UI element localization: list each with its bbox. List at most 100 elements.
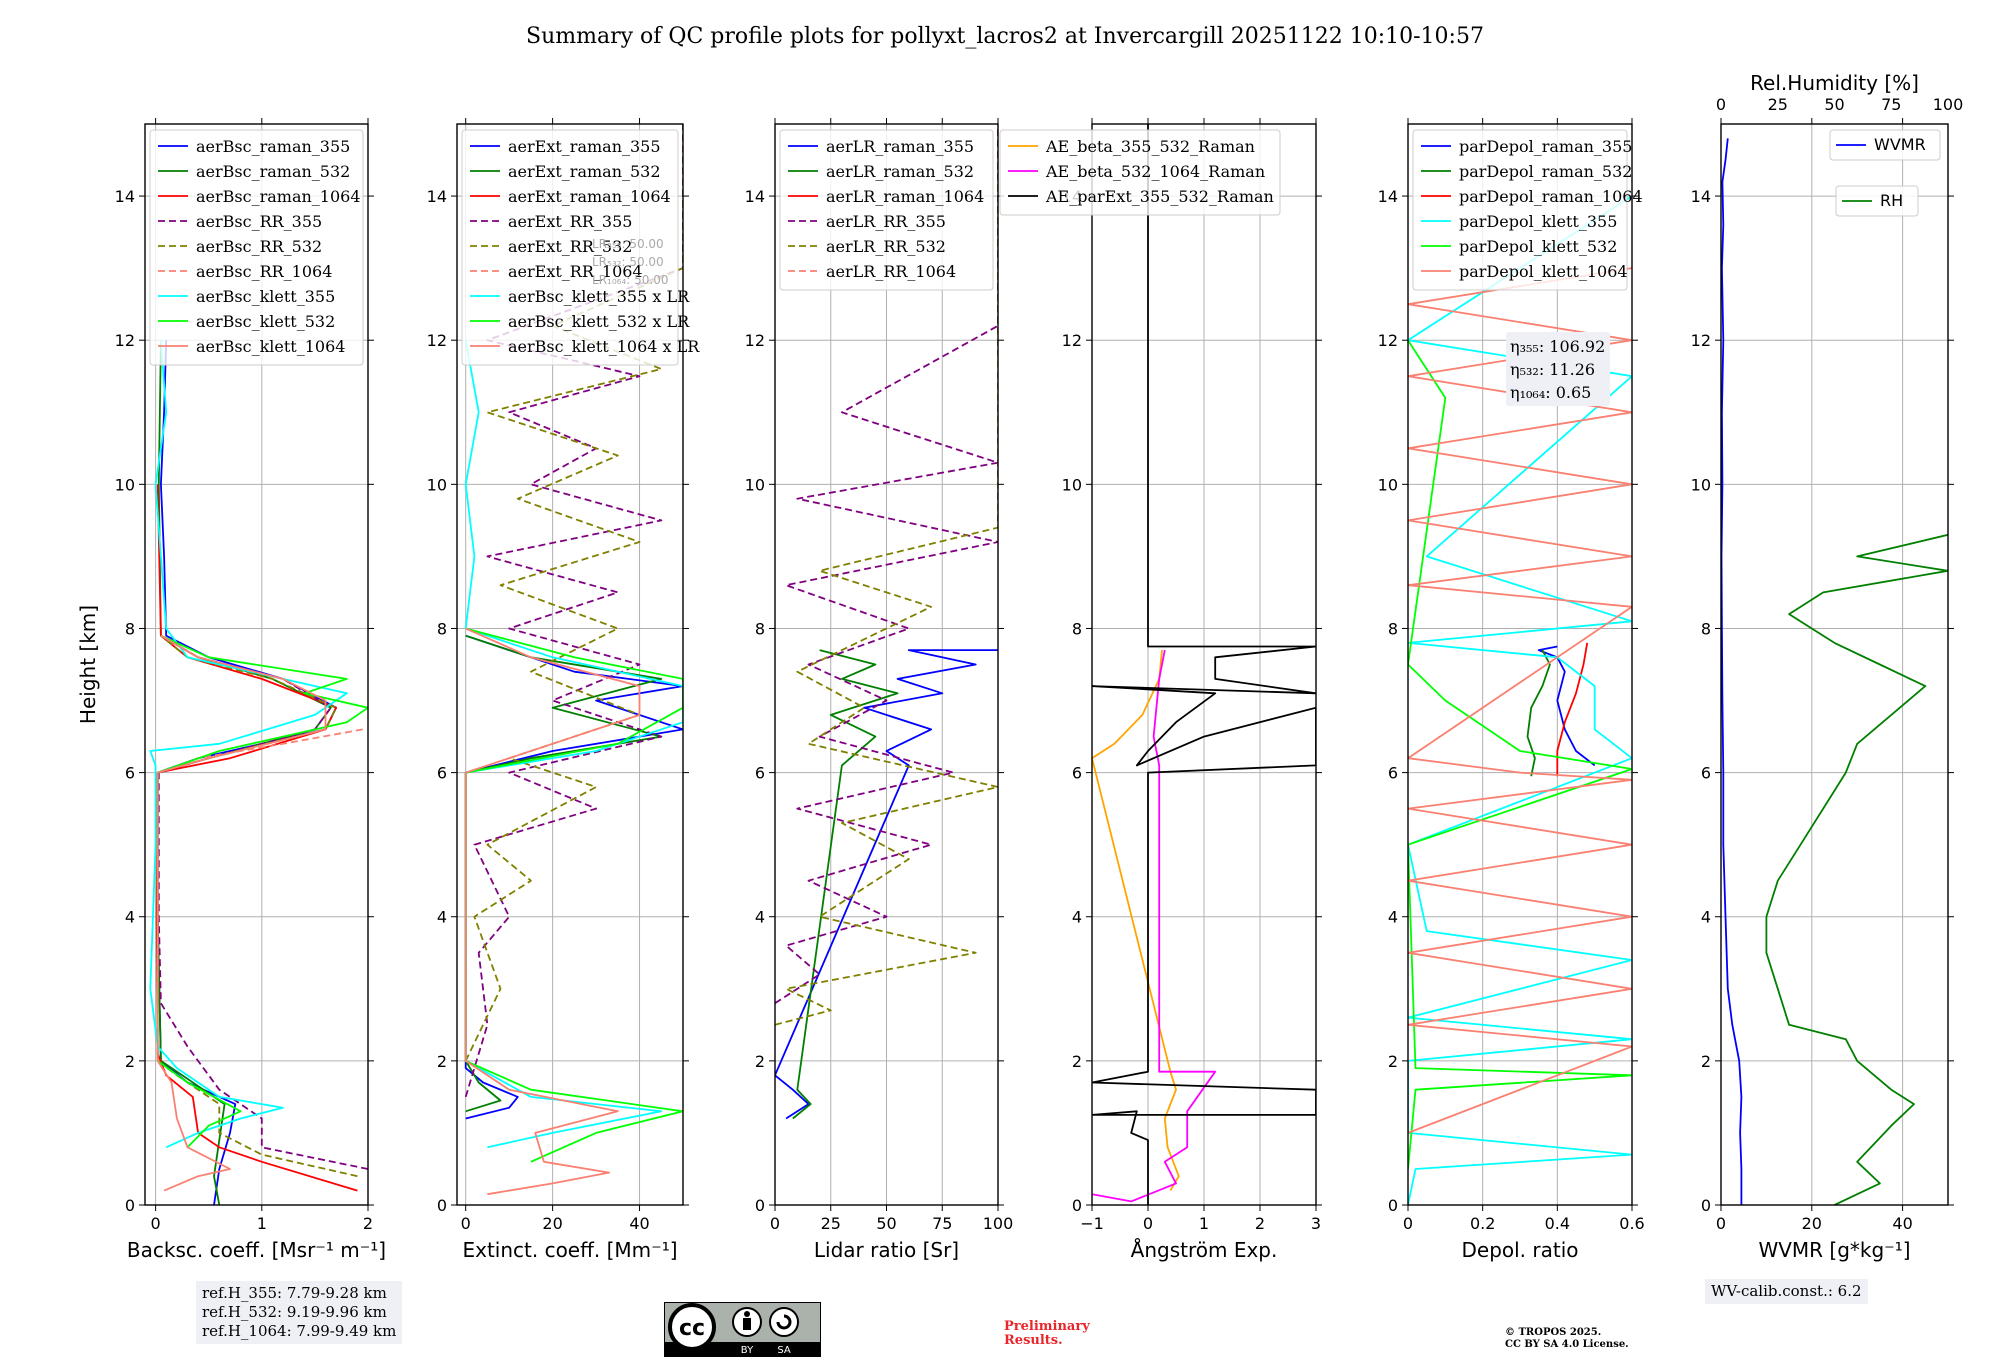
legend-entry-aerBsc_raman_532: aerBsc_raman_532 [196,162,350,181]
preliminary-line-1: Preliminary [1004,1319,1090,1334]
x-tick-label: 20 [542,1214,562,1233]
y-tick-label: 2 [1388,1052,1398,1071]
series-group [1092,124,1316,1205]
legend-box [779,129,994,291]
y-axis-label: Height [km] [76,605,100,724]
x-tick-label: 1 [257,1214,267,1233]
legend: parDepol_raman_355 parDepol_raman_532 parD… [1412,129,1643,291]
y-tick-label: 10 [1062,475,1082,494]
legend-box [1829,129,1941,161]
y-tick-label: 0 [1072,1196,1082,1215]
legend-entry-parDepol_klett_532: parDepol_klett_532 [1459,237,1617,256]
legend-entry-aerBsc_raman_1064: aerBsc_raman_1064 [196,187,361,206]
x-axis-label: Backsc. coeff. [Msr⁻¹ m⁻¹] [127,1238,386,1262]
legend-entry-parDepol_raman_1064: parDepol_raman_1064 [1459,187,1643,206]
x-tick-label: 0 [461,1214,471,1233]
y-tick-label: 6 [755,764,765,783]
efficiency-box [1506,332,1610,406]
y-tick-label: 10 [115,475,135,494]
y-tick-label: 12 [745,331,765,350]
lidar-ratio-annotation: LR₃₅₅: 50.00 [592,237,664,251]
efficiency-annotation: η₅₃₂: 11.26 [1510,360,1595,379]
legend-entry-aerExt_RR_1064: aerExt_RR_1064 [508,262,643,281]
top-x-tick-label: 75 [1881,95,1901,114]
x-tick-label: 2 [363,1214,373,1233]
series-line-aerExt_raman_355 [464,634,683,1120]
y-tick-label: 8 [1072,619,1082,638]
reference-height-box: ref.H_355: 7.79-9.28 km ref.H_532: 9.19-… [196,1281,403,1344]
axes-frame [1720,123,1949,1206]
legend-entry-aerLR_RR_355: aerLR_RR_355 [826,212,946,231]
y-tick-label: 8 [755,619,765,638]
legend-entry-AE_parExt_355_532_Raman: AE_parExt_355_532_Raman [1045,187,1274,206]
series-line-parDepol_raman_355 [1537,645,1596,767]
legend: WVMR RH [1829,129,1941,217]
axes-frame [456,123,684,1206]
y-tick-label: 14 [745,187,765,206]
legend-entry-aerLR_RR_1064: aerLR_RR_1064 [826,262,956,281]
series-line-aerBsc_klett_355 [149,340,348,1149]
figure-title: Summary of QC profile plots for pollyxt_… [526,24,1484,49]
series-line-parDepol_klett_532 [1408,339,1632,1170]
series-line-aerBsc_klett_355 x LR [464,340,683,1149]
legend-entry-parDepol_klett_355: parDepol_klett_355 [1459,212,1617,231]
series-line-aerBsc_RR_355 [157,634,368,1170]
y-tick-label: 6 [1072,764,1082,783]
y-tick-label: 12 [115,331,135,350]
series-line-WVMR [1721,138,1743,1205]
legend-entry-aerExt_RR_355: aerExt_RR_355 [508,212,632,231]
legend-entry-parDepol_raman_532: parDepol_raman_532 [1459,162,1632,181]
top-x-axis-label: Rel.Humidity [%] [1750,71,1919,95]
y-tick-label: 14 [427,187,447,206]
legend-entry-aerBsc_raman_355: aerBsc_raman_355 [196,137,350,156]
legend-entry-AE_beta_532_1064_Raman: AE_beta_532_1064_Raman [1045,162,1265,181]
legend-entry-WVMR: WVMR [1874,135,1926,154]
legend-box [1412,129,1628,291]
y-tick-label: 10 [745,475,765,494]
axes-frame [1407,123,1633,1206]
y-tick-label: 0 [125,1196,135,1215]
x-tick-label: 0 [1716,1214,1726,1233]
y-tick-label: 4 [437,908,447,927]
legend-entry-aerBsc_klett_355 x LR: aerBsc_klett_355 x LR [508,287,690,306]
y-tick-label: 8 [437,619,447,638]
series-line-aerLR_RR_532 [775,160,998,1026]
x-tick-label: 1 [1199,1214,1209,1233]
y-tick-label: 2 [1701,1052,1711,1071]
preliminary-line-2: Results. [1004,1333,1063,1348]
series-group [775,124,998,1120]
wv-calibration-box: WV-calib.const.: 6.2 [1705,1279,1868,1304]
series-line-aerBsc_RR_532 [156,635,358,1178]
copyright-line-1: © TROPOS 2025. [1505,1327,1602,1338]
legend-entry-aerBsc_RR_532: aerBsc_RR_532 [196,237,322,256]
cc-badge-sa-text: SA [777,1345,791,1356]
y-tick-label: 6 [1701,764,1711,783]
legend-entry-aerLR_raman_355: aerLR_raman_355 [826,137,974,156]
x-tick-label: 50 [876,1214,896,1233]
cc-license-badge-icon: cc BY SA [664,1302,821,1357]
x-tick-label: 75 [932,1214,952,1233]
y-tick-label: 2 [125,1052,135,1071]
copyright-line-2: CC BY SA 4.0 License. [1505,1339,1629,1350]
y-tick-label: 6 [1388,764,1398,783]
legend-box [461,129,679,366]
y-tick-label: 0 [755,1196,765,1215]
y-tick-label: 0 [437,1196,447,1215]
x-tick-label: 3 [1311,1214,1321,1233]
y-tick-label: 12 [1062,331,1082,350]
series-line-aerLR_raman_355 [775,649,998,1120]
top-x-tick-label: 25 [1768,95,1788,114]
x-axis-label: Ångström Exp. [1131,1238,1278,1262]
y-tick-label: 14 [1691,187,1711,206]
ref-height-532: ref.H_532: 9.19-9.96 km [202,1303,387,1321]
series-line-parDepol_raman_1064 [1556,642,1589,777]
series-line-aerLR_RR_355 [775,124,998,1004]
legend-entry-parDepol_klett_1064: parDepol_klett_1064 [1459,262,1628,281]
top-x-tick-label: 50 [1824,95,1844,114]
series-line-aerBsc_klett_532 [156,634,368,1148]
y-tick-label: 10 [1691,475,1711,494]
ref-height-1064: ref.H_1064: 7.99-9.49 km [202,1322,397,1340]
series-line-AE_beta_355_532_Raman [1092,650,1180,1192]
